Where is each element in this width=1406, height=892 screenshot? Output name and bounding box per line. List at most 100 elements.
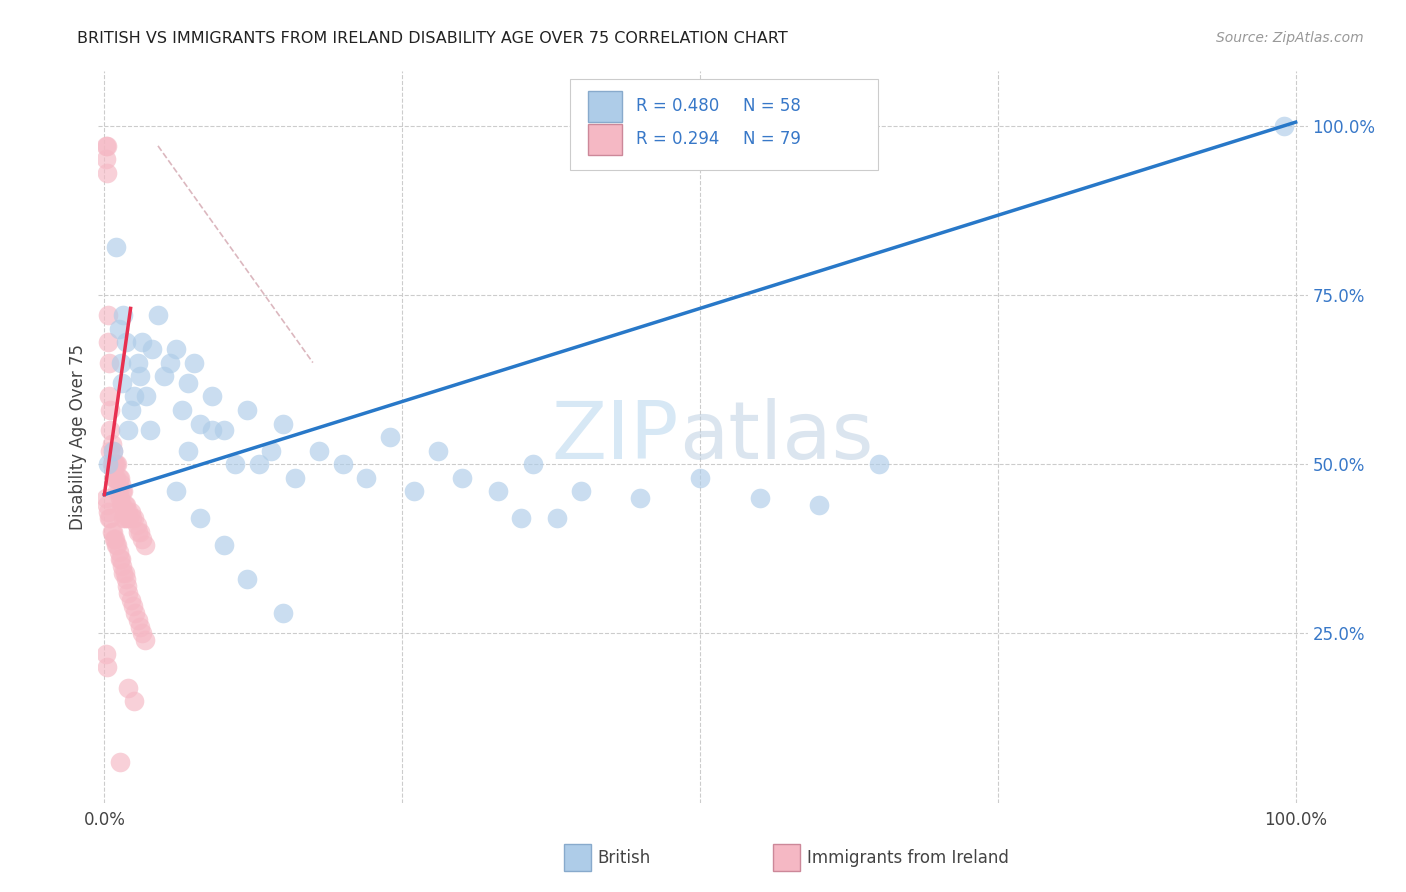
Text: ZIP: ZIP (551, 398, 679, 476)
Point (131, 532, 153, 546)
Point (103, 532, 125, 546)
Point (96, 166, 118, 180)
Point (129, 524, 152, 539)
Point (107, 322, 129, 336)
Point (98, 443, 121, 458)
Point (100, 437, 122, 451)
Point (129, 369, 152, 384)
Point (188, 417, 211, 431)
Point (125, 518, 148, 533)
Point (103, 471, 125, 485)
Point (569, 484, 592, 499)
Point (98, 403, 121, 417)
Point (117, 681, 139, 695)
Point (114, 511, 136, 525)
Point (748, 491, 770, 505)
Point (111, 376, 134, 390)
Point (200, 389, 222, 403)
Point (104, 471, 127, 485)
Text: R = 0.480: R = 0.480 (637, 97, 720, 115)
Point (98, 389, 121, 403)
Text: British: British (598, 848, 651, 867)
Point (108, 552, 131, 566)
Point (247, 457, 270, 471)
Point (153, 369, 176, 384)
Point (111, 558, 134, 573)
Point (308, 443, 330, 458)
Point (114, 498, 136, 512)
Point (120, 505, 142, 519)
Point (141, 342, 163, 356)
Point (689, 471, 711, 485)
Bar (564, 845, 591, 871)
Point (103, 457, 125, 471)
Y-axis label: Disability Age Over 75: Disability Age Over 75 (69, 344, 87, 530)
Point (127, 524, 149, 539)
Point (105, 240, 128, 254)
Point (115, 579, 138, 593)
Point (104, 457, 127, 471)
Point (122, 511, 145, 525)
Point (101, 443, 124, 458)
Point (107, 484, 129, 499)
Point (105, 457, 128, 471)
Point (104, 532, 127, 546)
Point (159, 355, 181, 369)
Point (112, 484, 135, 499)
Point (236, 403, 259, 417)
Point (98, 511, 121, 525)
Point (129, 620, 152, 634)
Point (96, 660, 118, 674)
Point (96, 498, 118, 512)
Point (271, 417, 294, 431)
Point (212, 423, 235, 437)
Point (122, 599, 145, 614)
Point (97, 308, 120, 322)
Point (630, 491, 652, 505)
Point (110, 498, 132, 512)
Point (120, 592, 142, 607)
Point (118, 511, 141, 525)
Point (114, 498, 136, 512)
Point (112, 308, 135, 322)
Point (165, 342, 187, 356)
Point (212, 538, 235, 552)
Point (112, 511, 135, 525)
Point (127, 355, 149, 369)
Point (107, 457, 129, 471)
Point (100, 457, 122, 471)
Point (94, 491, 117, 505)
Bar (588, 91, 621, 122)
Point (100, 524, 122, 539)
Point (404, 484, 426, 499)
Point (107, 538, 129, 552)
Point (105, 538, 128, 552)
Point (200, 423, 222, 437)
Point (108, 471, 131, 485)
Point (101, 524, 124, 539)
Point (380, 430, 402, 444)
Point (114, 335, 136, 350)
Text: N = 58: N = 58 (742, 97, 801, 115)
Text: atlas: atlas (679, 398, 873, 476)
Point (117, 423, 139, 437)
Point (120, 403, 142, 417)
Point (122, 389, 145, 403)
Point (110, 552, 132, 566)
Point (134, 633, 156, 648)
Text: Immigrants from Ireland: Immigrants from Ireland (807, 848, 1010, 867)
Point (486, 484, 509, 499)
Point (97, 335, 120, 350)
Point (146, 308, 169, 322)
Point (94, 153, 117, 167)
Point (546, 511, 568, 525)
Point (188, 511, 211, 525)
Point (131, 335, 153, 350)
Point (105, 471, 128, 485)
Point (98, 355, 121, 369)
Point (107, 545, 129, 559)
Text: N = 79: N = 79 (742, 130, 801, 148)
Point (284, 471, 307, 485)
Text: Source: ZipAtlas.com: Source: ZipAtlas.com (1216, 31, 1364, 45)
Point (111, 498, 134, 512)
